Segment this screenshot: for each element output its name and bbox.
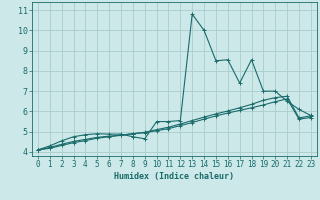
X-axis label: Humidex (Indice chaleur): Humidex (Indice chaleur): [115, 172, 234, 181]
